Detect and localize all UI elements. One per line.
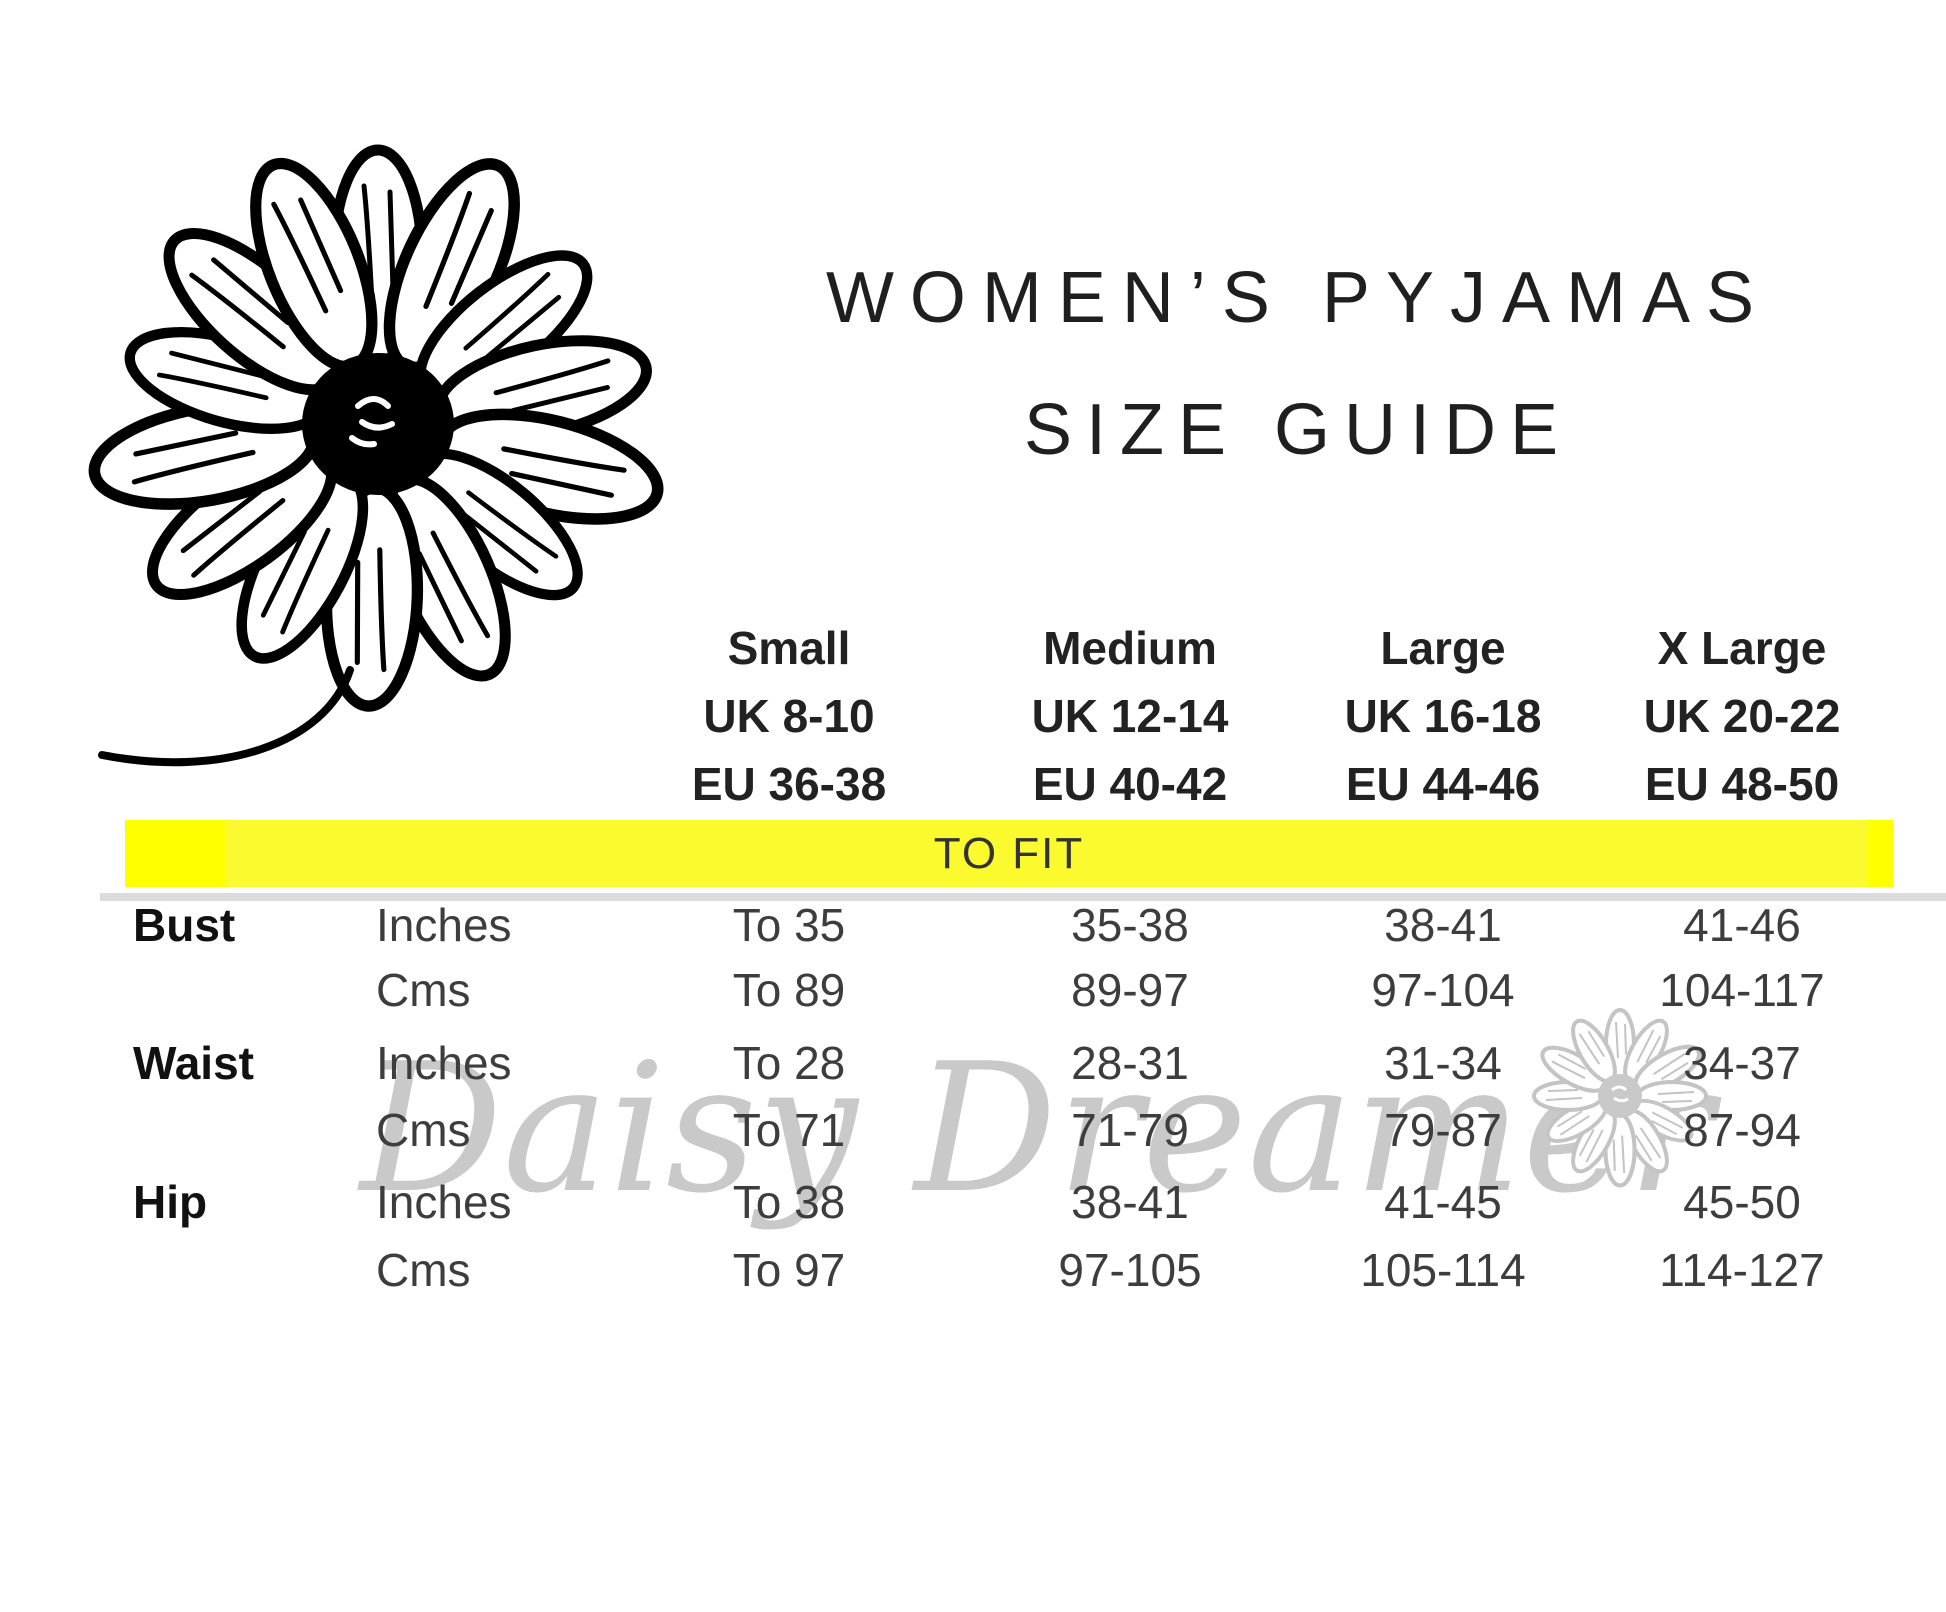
size-eu: EU 48-50	[1644, 758, 1840, 810]
table-row-waist-cms: Cms To 71 71-79 79-87 87-94	[0, 1100, 1946, 1160]
size-uk: UK 12-14	[1031, 690, 1229, 742]
table-row-bust-inches: Bust Inches To 35 35-38 38-41 41-46	[0, 895, 1946, 955]
value-small: To 35	[732, 899, 846, 951]
measure-label: Hip	[133, 1176, 208, 1228]
watermark-text: Daisy Dreamer	[360, 1025, 1713, 1232]
value-small: To 71	[732, 1104, 846, 1156]
value-medium: 89-97	[1071, 964, 1189, 1016]
unit-label: Cms	[376, 1244, 471, 1296]
size-uk: UK 20-22	[1643, 690, 1841, 742]
unit-label: Inches	[376, 1037, 512, 1089]
size-name: Medium	[1043, 622, 1217, 674]
banner-highlight-left	[125, 820, 225, 887]
to-fit-banner: TO FIT	[125, 820, 1893, 887]
value-xlarge: 41-46	[1683, 899, 1801, 951]
value-small: To 28	[732, 1037, 846, 1089]
size-eu: EU 40-42	[1032, 758, 1228, 810]
value-xlarge: 87-94	[1683, 1104, 1801, 1156]
value-medium: 35-38	[1071, 899, 1189, 951]
value-xlarge: 34-37	[1683, 1037, 1801, 1089]
size-eu: EU 44-46	[1345, 758, 1541, 810]
column-header-xlarge: X Large UK 20-22 EU 48-50	[1592, 614, 1892, 818]
table-row-waist-inches: Waist Inches To 28 28-31 31-34 34-37	[0, 1033, 1946, 1093]
value-large: 97-104	[1371, 964, 1515, 1016]
unit-label: Cms	[376, 1104, 471, 1156]
size-uk: UK 8-10	[703, 690, 875, 742]
column-header-small: Small UK 8-10 EU 36-38	[639, 614, 939, 818]
value-small: To 97	[732, 1244, 846, 1296]
value-small: To 38	[732, 1176, 846, 1228]
value-medium: 97-105	[1058, 1244, 1202, 1296]
daisy-flower-icon	[40, 110, 680, 767]
unit-label: Cms	[376, 964, 471, 1016]
value-large: 79-87	[1384, 1104, 1502, 1156]
value-large: 105-114	[1360, 1244, 1526, 1296]
value-small: To 89	[732, 964, 846, 1016]
title-line-2: SIZE GUIDE	[1023, 390, 1573, 470]
value-medium: 71-79	[1071, 1104, 1189, 1156]
divider-line	[100, 893, 1946, 901]
unit-label: Inches	[376, 899, 512, 951]
measure-label: Bust	[133, 899, 236, 951]
value-medium: 28-31	[1071, 1037, 1189, 1089]
table-row-hip-inches: Hip Inches To 38 38-41 41-45 45-50	[0, 1172, 1946, 1232]
value-xlarge: 114-127	[1659, 1244, 1825, 1296]
unit-label: Inches	[376, 1176, 512, 1228]
size-uk: UK 16-18	[1344, 690, 1542, 742]
value-large: 38-41	[1384, 899, 1502, 951]
daisy-flower-watermark-icon	[1532, 1008, 1708, 1200]
value-medium: 38-41	[1071, 1176, 1189, 1228]
value-xlarge: 104-117	[1659, 964, 1825, 1016]
value-large: 41-45	[1384, 1176, 1502, 1228]
column-header-large: Large UK 16-18 EU 44-46	[1293, 614, 1593, 818]
size-name: X Large	[1657, 622, 1827, 674]
to-fit-label: TO FIT	[933, 828, 1085, 878]
value-xlarge: 45-50	[1683, 1176, 1801, 1228]
value-large: 31-34	[1384, 1037, 1502, 1089]
size-name: Large	[1380, 622, 1506, 674]
table-row-bust-cms: Cms To 89 89-97 97-104 104-117	[0, 960, 1946, 1020]
measure-label: Waist	[133, 1037, 254, 1089]
column-header-medium: Medium UK 12-14 EU 40-42	[980, 614, 1280, 818]
size-eu: EU 36-38	[691, 758, 887, 810]
table-row-hip-cms: Cms To 97 97-105 105-114 114-127	[0, 1240, 1946, 1300]
size-name: Small	[727, 622, 851, 674]
banner-highlight-right	[1868, 820, 1893, 887]
title-line-1: WOMEN’S PYJAMAS	[825, 258, 1771, 338]
